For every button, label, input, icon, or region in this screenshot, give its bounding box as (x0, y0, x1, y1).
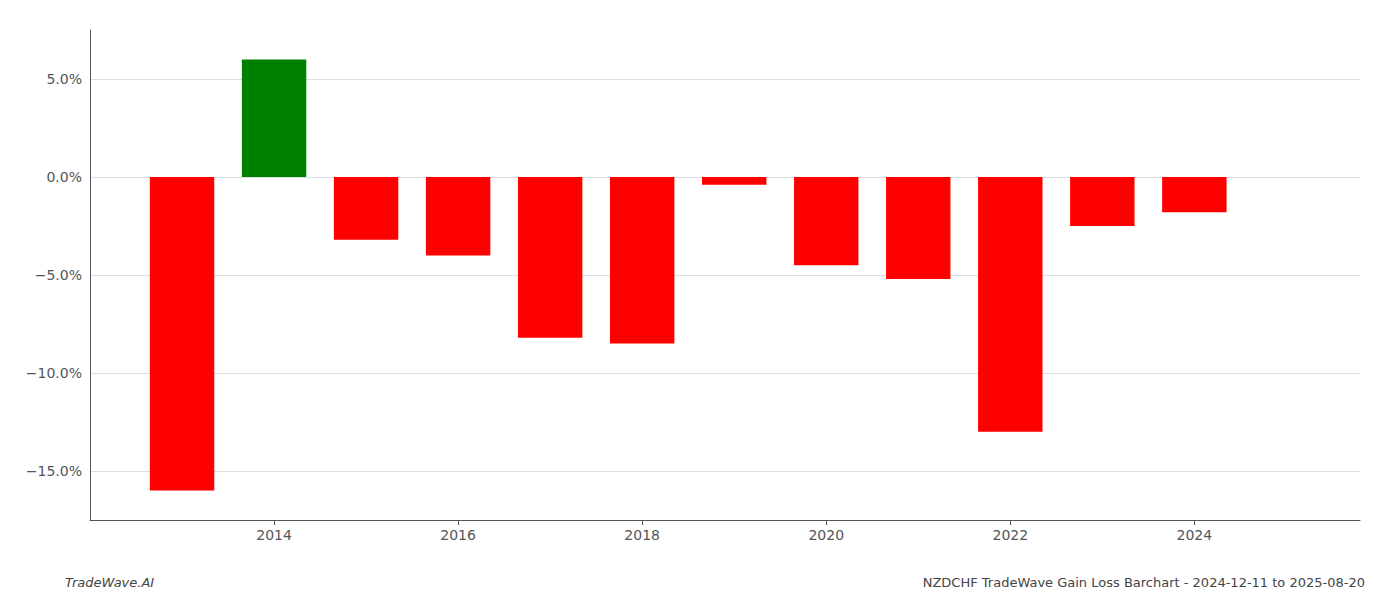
svg-text:2022: 2022 (992, 527, 1028, 543)
svg-text:NZDCHF TradeWave Gain Loss Bar: NZDCHF TradeWave Gain Loss Barchart - 20… (923, 575, 1365, 590)
svg-text:0.0%: 0.0% (46, 169, 82, 185)
svg-text:TradeWave.AI: TradeWave.AI (65, 575, 154, 590)
svg-text:2024: 2024 (1177, 527, 1213, 543)
svg-text:−15.0%: −15.0% (26, 463, 82, 479)
svg-text:2014: 2014 (256, 527, 292, 543)
svg-text:2016: 2016 (440, 527, 476, 543)
svg-text:−10.0%: −10.0% (26, 365, 82, 381)
svg-text:2020: 2020 (808, 527, 844, 543)
svg-text:2018: 2018 (624, 527, 660, 543)
svg-text:5.0%: 5.0% (46, 71, 82, 87)
svg-text:−5.0%: −5.0% (35, 267, 82, 283)
